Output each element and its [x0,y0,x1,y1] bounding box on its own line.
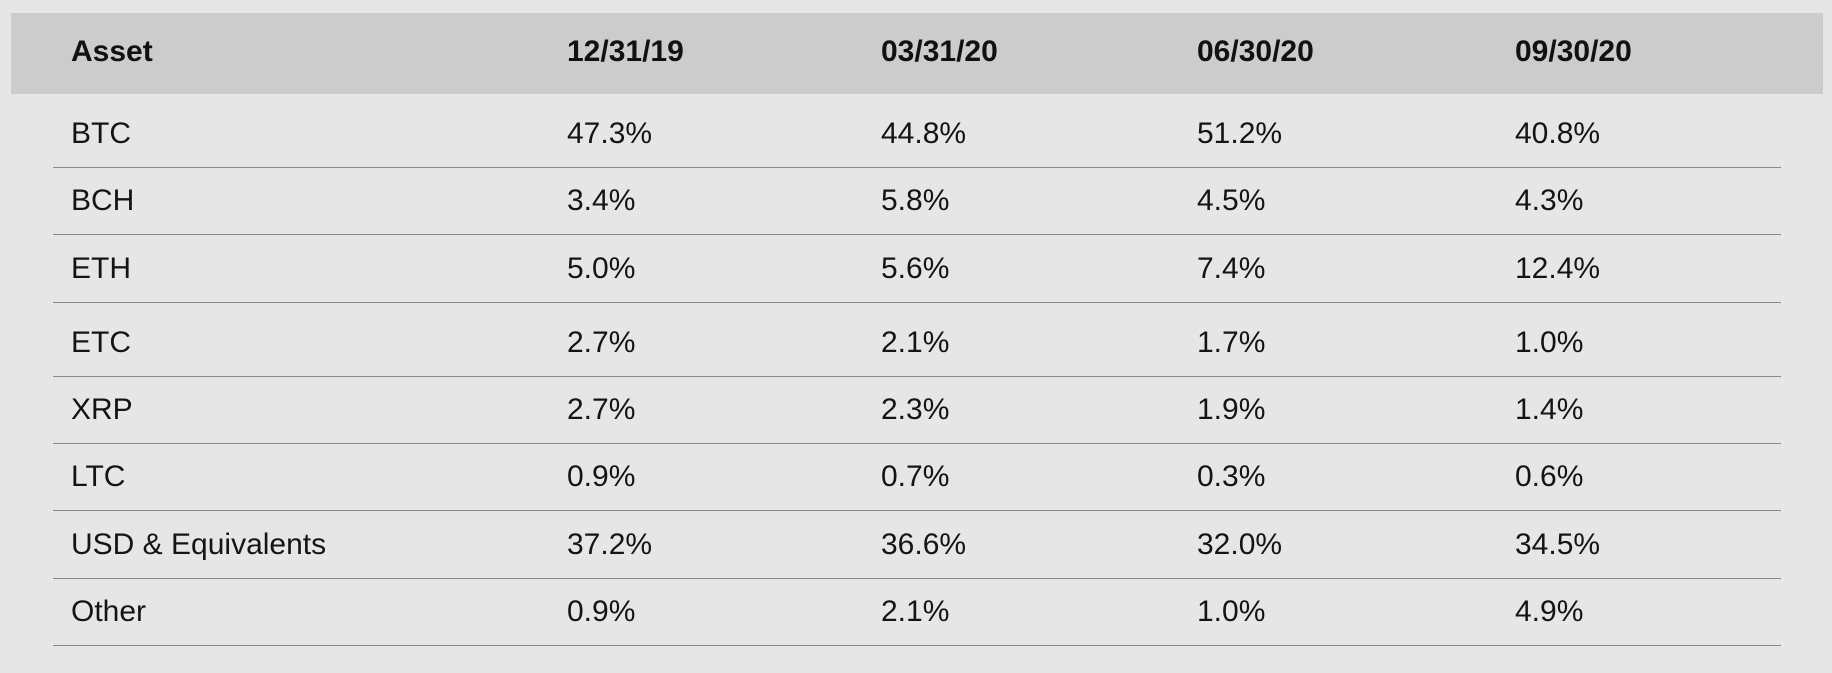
row-divider [53,645,1781,646]
row-divider [53,578,1781,579]
asset-cell: XRP [71,393,133,426]
value-cell: 5.8% [881,184,950,217]
value-cell: 40.8% [1515,117,1601,150]
asset-cell: USD & Equivalents [71,528,327,561]
table-row: USD & Equivalents 37.2% 36.6% 32.0% 34.5… [0,513,1832,579]
table-row: ETC 2.7% 2.1% 1.7% 1.0% [0,311,1832,377]
value-cell: 0.6% [1515,460,1584,493]
row-divider [53,302,1781,303]
row-divider [53,167,1781,168]
header-date-1: 12/31/19 [567,35,684,68]
value-cell: 1.0% [1515,326,1584,359]
row-divider [53,234,1781,235]
asset-cell: Other [71,595,147,628]
row-divider [53,376,1781,377]
value-cell: 1.4% [1515,393,1584,426]
table-row: XRP 2.7% 2.3% 1.9% 1.4% [0,378,1832,444]
asset-cell: LTC [71,460,126,493]
value-cell: 4.5% [1197,184,1266,217]
value-cell: 3.4% [567,184,636,217]
value-cell: 2.1% [881,326,950,359]
value-cell: 32.0% [1197,528,1283,561]
value-cell: 0.7% [881,460,950,493]
table-row: Other 0.9% 2.1% 1.0% 4.9% [0,580,1832,646]
row-divider [53,510,1781,511]
value-cell: 1.7% [1197,326,1266,359]
value-cell: 2.3% [881,393,950,426]
value-cell: 2.7% [567,393,636,426]
value-cell: 44.8% [881,117,967,150]
value-cell: 34.5% [1515,528,1601,561]
table-row: ETH 5.0% 5.6% 7.4% 12.4% [0,237,1832,303]
header-date-4: 09/30/20 [1515,35,1632,68]
table-header-row: Asset 12/31/19 03/31/20 06/30/20 09/30/2… [11,13,1823,94]
value-cell: 0.9% [567,460,636,493]
row-divider [53,443,1781,444]
header-asset: Asset [71,35,153,68]
asset-cell: ETC [71,326,131,359]
value-cell: 5.0% [567,252,636,285]
value-cell: 0.3% [1197,460,1266,493]
value-cell: 2.7% [567,326,636,359]
table-row: LTC 0.9% 0.7% 0.3% 0.6% [0,445,1832,511]
value-cell: 51.2% [1197,117,1283,150]
value-cell: 0.9% [567,595,636,628]
value-cell: 1.0% [1197,595,1266,628]
asset-cell: BCH [71,184,135,217]
asset-cell: ETH [71,252,131,285]
value-cell: 1.9% [1197,393,1266,426]
value-cell: 47.3% [567,117,653,150]
value-cell: 4.3% [1515,184,1584,217]
table-row: BCH 3.4% 5.8% 4.5% 4.3% [0,169,1832,235]
table-row: BTC 47.3% 44.8% 51.2% 40.8% [0,102,1832,168]
value-cell: 5.6% [881,252,950,285]
value-cell: 37.2% [567,528,653,561]
header-date-2: 03/31/20 [881,35,998,68]
value-cell: 36.6% [881,528,967,561]
value-cell: 12.4% [1515,252,1601,285]
asset-cell: BTC [71,117,131,150]
value-cell: 2.1% [881,595,950,628]
value-cell: 4.9% [1515,595,1584,628]
header-date-3: 06/30/20 [1197,35,1314,68]
value-cell: 7.4% [1197,252,1266,285]
